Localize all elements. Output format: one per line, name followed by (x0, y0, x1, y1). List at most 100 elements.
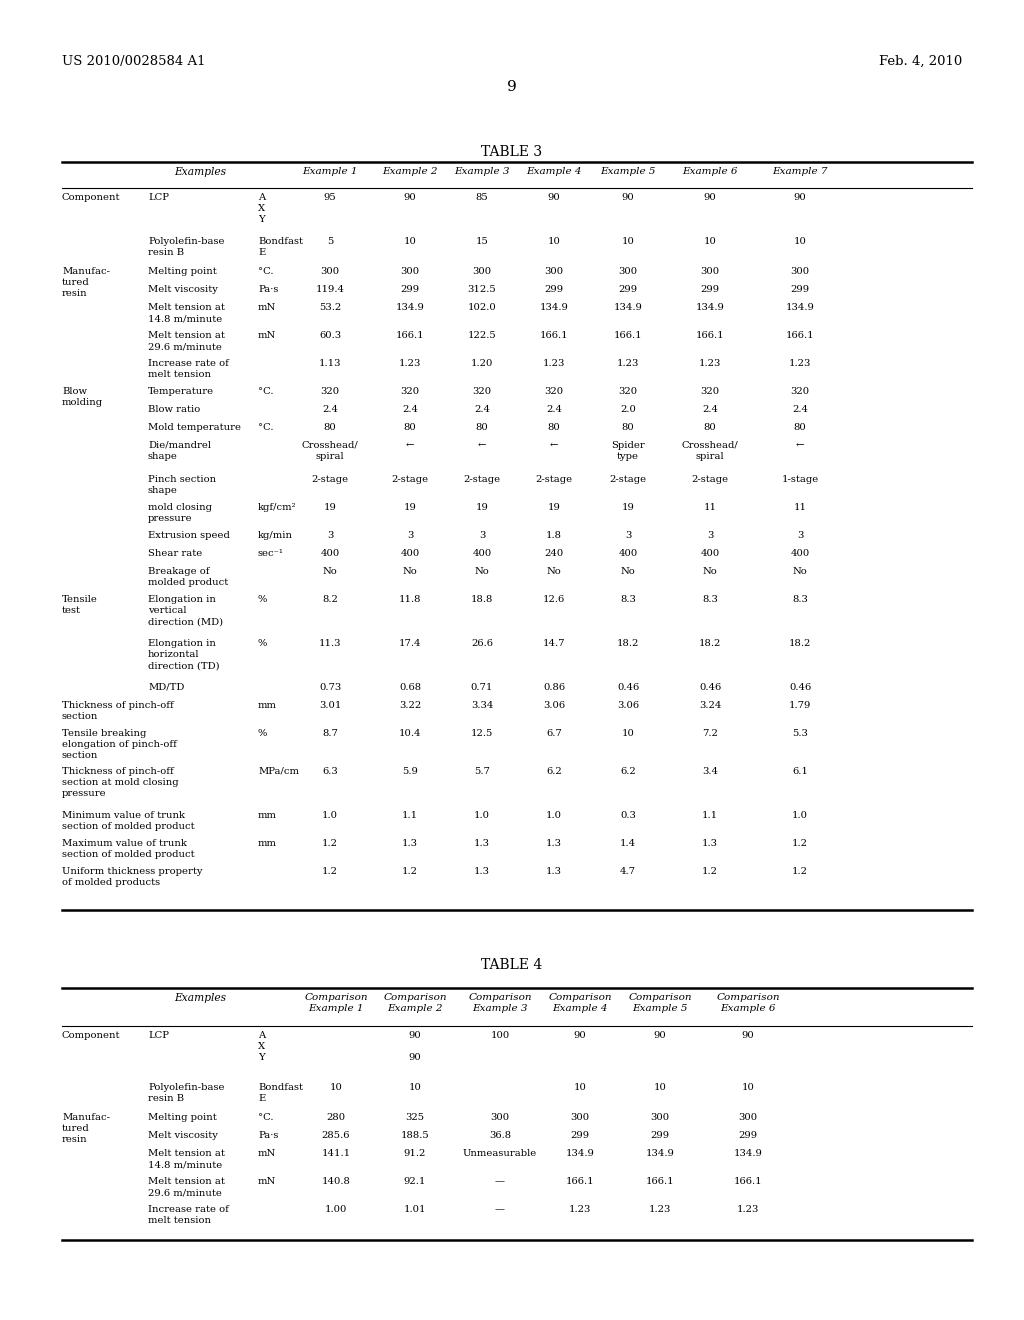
Text: 134.9: 134.9 (565, 1148, 595, 1158)
Text: 8.7: 8.7 (323, 729, 338, 738)
Text: 90: 90 (703, 193, 717, 202)
Text: mm: mm (258, 701, 278, 710)
Text: 80: 80 (794, 422, 806, 432)
Text: Die/mandrel
shape: Die/mandrel shape (148, 441, 211, 461)
Text: 95: 95 (324, 193, 336, 202)
Text: Pa·s: Pa·s (258, 1131, 279, 1140)
Text: Crosshead/
spiral: Crosshead/ spiral (302, 441, 358, 461)
Text: 320: 320 (700, 387, 720, 396)
Text: Elongation in
horizontal
direction (TD): Elongation in horizontal direction (TD) (148, 639, 219, 671)
Text: 320: 320 (400, 387, 420, 396)
Text: Example 7: Example 7 (772, 168, 827, 176)
Text: 8.3: 8.3 (792, 595, 808, 605)
Text: 2-stage: 2-stage (536, 475, 572, 484)
Text: 300: 300 (400, 267, 420, 276)
Text: 2-stage: 2-stage (391, 475, 429, 484)
Text: 17.4: 17.4 (398, 639, 421, 648)
Text: 2.0: 2.0 (621, 405, 636, 414)
Text: 6.1: 6.1 (792, 767, 808, 776)
Text: 0.46: 0.46 (788, 682, 811, 692)
Text: 2.4: 2.4 (792, 405, 808, 414)
Text: 0.3: 0.3 (621, 810, 636, 820)
Text: Shear rate: Shear rate (148, 549, 203, 558)
Text: No: No (323, 568, 337, 576)
Text: 2.4: 2.4 (474, 405, 490, 414)
Text: Uniform thickness property
of molded products: Uniform thickness property of molded pro… (62, 867, 203, 887)
Text: ←: ← (550, 441, 558, 450)
Text: TABLE 3: TABLE 3 (481, 145, 543, 158)
Text: 166.1: 166.1 (646, 1177, 675, 1185)
Text: Minimum value of trunk
section of molded product: Minimum value of trunk section of molded… (62, 810, 195, 832)
Text: Blow
molding: Blow molding (62, 387, 103, 407)
Text: 11.3: 11.3 (318, 639, 341, 648)
Text: 1.2: 1.2 (322, 867, 338, 876)
Text: No: No (402, 568, 418, 576)
Text: LCP: LCP (148, 1031, 169, 1040)
Text: Comparison
Example 1: Comparison Example 1 (304, 993, 368, 1014)
Text: 400: 400 (618, 549, 638, 558)
Text: 166.1: 166.1 (785, 331, 814, 341)
Text: TABLE 4: TABLE 4 (481, 958, 543, 972)
Text: Melt tension at
29.6 m/minute: Melt tension at 29.6 m/minute (148, 331, 225, 351)
Text: 100: 100 (490, 1031, 510, 1040)
Text: Comparison
Example 3: Comparison Example 3 (468, 993, 531, 1014)
Text: 1.00: 1.00 (325, 1205, 347, 1214)
Text: Example 3: Example 3 (455, 168, 510, 176)
Text: 102.0: 102.0 (468, 304, 497, 312)
Text: 90: 90 (794, 193, 806, 202)
Text: 1.13: 1.13 (318, 359, 341, 368)
Text: ←: ← (796, 441, 804, 450)
Text: 2.4: 2.4 (402, 405, 418, 414)
Text: kgf/cm²: kgf/cm² (258, 503, 297, 512)
Text: 10: 10 (403, 238, 417, 246)
Text: mN: mN (258, 1177, 276, 1185)
Text: 2.4: 2.4 (546, 405, 562, 414)
Text: Example 5: Example 5 (600, 168, 655, 176)
Text: Component: Component (62, 1031, 121, 1040)
Text: 299: 299 (570, 1131, 590, 1140)
Text: ←: ← (478, 441, 486, 450)
Text: 4.7: 4.7 (620, 867, 636, 876)
Text: 1-stage: 1-stage (781, 475, 818, 484)
Text: Example 6: Example 6 (682, 168, 737, 176)
Text: 300: 300 (545, 267, 563, 276)
Text: 19: 19 (475, 503, 488, 512)
Text: 80: 80 (403, 422, 417, 432)
Text: sec⁻¹: sec⁻¹ (258, 549, 284, 558)
Text: 11: 11 (703, 503, 717, 512)
Text: %: % (258, 729, 267, 738)
Text: 1.2: 1.2 (322, 840, 338, 847)
Text: 7.2: 7.2 (702, 729, 718, 738)
Text: 0.86: 0.86 (543, 682, 565, 692)
Text: 18.8: 18.8 (471, 595, 494, 605)
Text: 3.06: 3.06 (543, 701, 565, 710)
Text: 0.68: 0.68 (399, 682, 421, 692)
Text: 1.20: 1.20 (471, 359, 494, 368)
Text: 1.3: 1.3 (546, 840, 562, 847)
Text: 299: 299 (700, 285, 720, 294)
Text: Mold temperature: Mold temperature (148, 422, 241, 432)
Text: 400: 400 (791, 549, 810, 558)
Text: 80: 80 (703, 422, 717, 432)
Text: 2.4: 2.4 (322, 405, 338, 414)
Text: 3.22: 3.22 (399, 701, 421, 710)
Text: 18.2: 18.2 (616, 639, 639, 648)
Text: 0.71: 0.71 (471, 682, 494, 692)
Text: 1.23: 1.23 (649, 1205, 671, 1214)
Text: 90: 90 (653, 1031, 667, 1040)
Text: 320: 320 (321, 387, 340, 396)
Text: 18.2: 18.2 (698, 639, 721, 648)
Text: 1.0: 1.0 (322, 810, 338, 820)
Text: 119.4: 119.4 (315, 285, 344, 294)
Text: 300: 300 (738, 1113, 758, 1122)
Text: 80: 80 (475, 422, 488, 432)
Text: 10: 10 (573, 1082, 587, 1092)
Text: 1.2: 1.2 (792, 867, 808, 876)
Text: Melt tension at
14.8 m/minute: Melt tension at 14.8 m/minute (148, 1148, 225, 1170)
Text: 1.2: 1.2 (792, 840, 808, 847)
Text: 80: 80 (622, 422, 635, 432)
Text: Increase rate of
melt tension: Increase rate of melt tension (148, 359, 229, 379)
Text: Polyolefin-base
resin B: Polyolefin-base resin B (148, 1082, 224, 1104)
Text: No: No (621, 568, 635, 576)
Text: Melt viscosity: Melt viscosity (148, 285, 218, 294)
